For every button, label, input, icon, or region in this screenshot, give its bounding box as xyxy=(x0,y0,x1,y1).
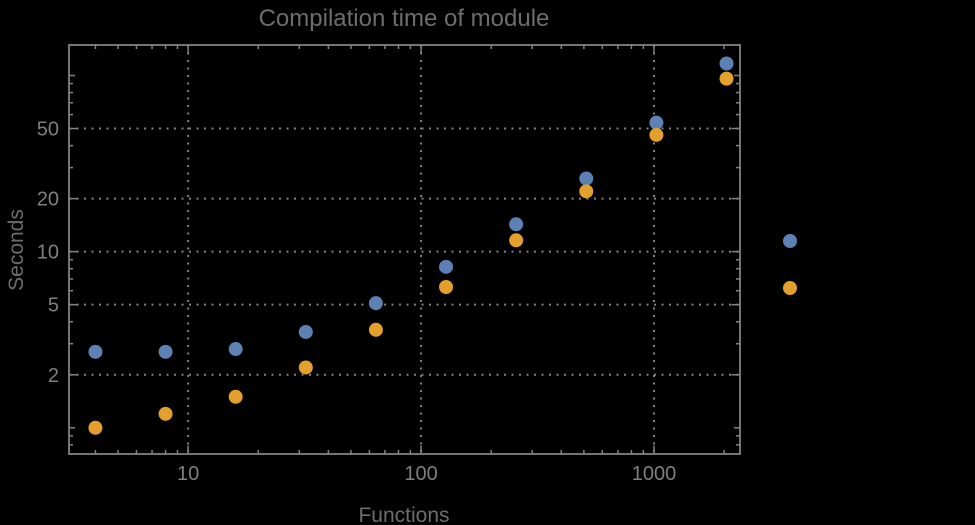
x-tick-label: 1000 xyxy=(632,463,677,485)
y-tick-label: 10 xyxy=(37,242,59,264)
data-point-series-1 xyxy=(228,342,243,357)
data-point-series-2 xyxy=(439,279,454,294)
data-point-series-2 xyxy=(579,184,594,199)
data-point-series-1 xyxy=(298,324,313,339)
data-point-series-1 xyxy=(509,217,524,232)
data-point-series-2 xyxy=(158,406,173,421)
data-point-series-1 xyxy=(368,296,383,311)
x-tick-label: 10 xyxy=(177,463,199,485)
data-point-series-2 xyxy=(88,420,103,435)
y-tick-label: 5 xyxy=(48,295,59,317)
y-tick-label: 20 xyxy=(37,189,59,211)
data-point-series-1 xyxy=(649,115,664,130)
data-point-series-1 xyxy=(719,56,734,71)
plot-frame xyxy=(68,44,741,455)
y-tick-label: 2 xyxy=(48,365,59,387)
x-tick-label: 100 xyxy=(404,463,437,485)
ticks-layer xyxy=(69,45,740,454)
data-point-series-2 xyxy=(368,322,383,337)
data-point-series-2 xyxy=(719,71,734,86)
tick-labels-layer: 10 100 1000 2 5 10 20 50 xyxy=(37,119,676,485)
chart-title: Compilation time of module xyxy=(259,5,550,32)
data-point-series-1 xyxy=(88,344,103,359)
y-tick-label: 50 xyxy=(37,119,59,141)
data-point-series-1 xyxy=(158,344,173,359)
data-point-series-2 xyxy=(228,389,243,404)
data-point-series-1 xyxy=(579,171,594,186)
legend-marker xyxy=(783,281,797,295)
gridlines-layer xyxy=(69,45,740,454)
data-points-layer xyxy=(88,56,734,435)
x-axis-label: Functions xyxy=(358,504,449,525)
legend-layer xyxy=(783,234,797,295)
frame-layer xyxy=(68,44,741,455)
data-point-series-2 xyxy=(649,127,664,142)
data-point-series-2 xyxy=(298,360,313,375)
data-point-series-1 xyxy=(439,259,454,274)
data-point-series-2 xyxy=(509,233,524,248)
legend-marker xyxy=(783,234,797,248)
y-axis-label: Seconds xyxy=(5,209,28,291)
